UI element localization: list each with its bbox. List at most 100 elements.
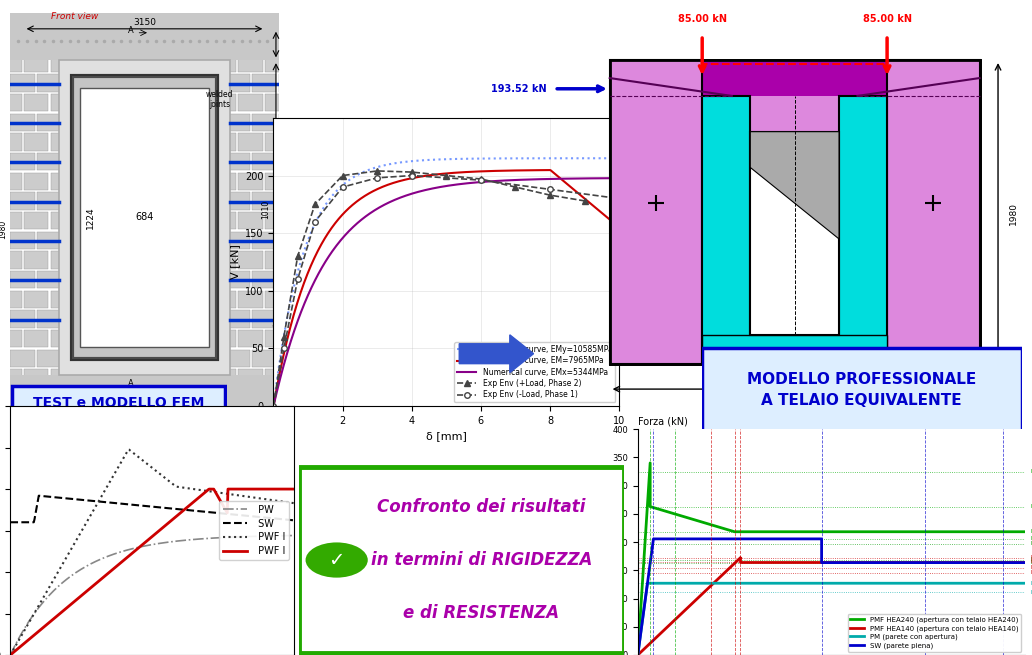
Numerical curve, EMy=10585MPa bbox=[454, 155, 466, 163]
Exp Env (+Load, Phase 2) bbox=[544, 191, 556, 199]
Bar bbox=[91, 153, 116, 170]
Bar bbox=[64, 114, 89, 131]
Bar bbox=[144, 193, 169, 210]
 PWF I bbox=[288, 499, 300, 507]
Bar bbox=[77, 134, 102, 151]
Line:  SW: SW bbox=[10, 496, 294, 522]
Bar bbox=[91, 114, 116, 131]
Bar bbox=[252, 310, 277, 328]
Text: welded
joints: welded joints bbox=[205, 90, 233, 109]
Circle shape bbox=[304, 541, 369, 579]
Bar bbox=[279, 350, 303, 367]
Bar bbox=[131, 55, 156, 72]
Bar bbox=[37, 310, 62, 328]
Bar bbox=[144, 232, 169, 249]
Bar bbox=[265, 330, 290, 347]
Bar bbox=[144, 35, 169, 52]
PM (parete con apertura) bbox=[641, 579, 653, 587]
Bar bbox=[131, 173, 156, 190]
 SW bbox=[212, 509, 224, 517]
 SW bbox=[209, 509, 222, 517]
Bar bbox=[212, 134, 236, 151]
Bar bbox=[839, 96, 888, 364]
Bar bbox=[0, 212, 22, 229]
Bar bbox=[64, 271, 89, 288]
Bar bbox=[10, 389, 35, 406]
PM (parete con apertura) bbox=[729, 579, 741, 587]
Numerical curve, EMx=5344MPa bbox=[613, 174, 625, 182]
Bar bbox=[252, 232, 277, 249]
Legend:  PW,  SW,  PWF I,  PWF I: PW, SW, PWF I, PWF I bbox=[219, 501, 289, 560]
Numerical curve, EMy=10585MPa bbox=[473, 155, 485, 162]
Bar bbox=[198, 271, 223, 288]
Line: SW (parete piena): SW (parete piena) bbox=[638, 539, 1025, 655]
Bar bbox=[64, 193, 89, 210]
Text: F.Slc = 218.17: F.Slc = 218.17 bbox=[1031, 529, 1032, 534]
 PW bbox=[208, 534, 221, 542]
Bar bbox=[91, 193, 116, 210]
Bar bbox=[158, 330, 183, 347]
Bar bbox=[131, 16, 156, 33]
Bar bbox=[212, 173, 236, 190]
SW (parete piena) bbox=[1019, 559, 1031, 567]
Bar bbox=[292, 94, 317, 111]
Bar bbox=[77, 330, 102, 347]
Bar bbox=[104, 369, 129, 386]
Bar bbox=[292, 55, 317, 72]
Bar bbox=[252, 389, 277, 406]
Bar bbox=[64, 389, 89, 406]
Text: 3150: 3150 bbox=[133, 18, 156, 28]
Exp Env (+Load, Phase 2) bbox=[475, 175, 487, 183]
Bar bbox=[51, 252, 75, 269]
Numerical curve, EMy=10585MPa bbox=[605, 155, 617, 162]
 SW bbox=[118, 500, 130, 508]
SW (parete piena) bbox=[647, 535, 659, 543]
Bar bbox=[104, 94, 129, 111]
Bar bbox=[238, 55, 263, 72]
Bar bbox=[37, 114, 62, 131]
Text: MODELLO PROFESSIONALE
A TELAIO EQUIVALENTE: MODELLO PROFESSIONALE A TELAIO EQUIVALEN… bbox=[747, 372, 976, 407]
Bar bbox=[72, 76, 217, 359]
Bar bbox=[10, 153, 35, 170]
Bar bbox=[64, 35, 89, 52]
Bar bbox=[131, 252, 156, 269]
Bar bbox=[118, 193, 142, 210]
Line: Numerical curve, EMx=5344MPa: Numerical curve, EMx=5344MPa bbox=[273, 178, 619, 406]
Bar bbox=[265, 173, 290, 190]
Y-axis label: Forza (kN): Forza (kN) bbox=[596, 517, 607, 567]
Bar bbox=[131, 212, 156, 229]
Bar bbox=[104, 173, 129, 190]
Bar bbox=[51, 212, 75, 229]
Text: Confronto dei risultati: Confronto dei risultati bbox=[377, 498, 585, 516]
Bar bbox=[37, 153, 62, 170]
Bar bbox=[225, 153, 250, 170]
Bar bbox=[265, 134, 290, 151]
Numerical curve, EM=7965MPa bbox=[473, 168, 485, 176]
Bar bbox=[198, 35, 223, 52]
Bar bbox=[51, 291, 75, 308]
Bar bbox=[888, 60, 979, 364]
Bar bbox=[0, 330, 22, 347]
Bar bbox=[238, 330, 263, 347]
Bar bbox=[77, 252, 102, 269]
Numerical curve, EM=7965MPa bbox=[544, 166, 556, 174]
Bar bbox=[265, 94, 290, 111]
Bar bbox=[252, 153, 277, 170]
Text: F.Sld = 145.54: F.Sld = 145.54 bbox=[1031, 571, 1032, 575]
Bar bbox=[225, 271, 250, 288]
Text: 684: 684 bbox=[135, 212, 154, 223]
Bar bbox=[91, 389, 116, 406]
Bar bbox=[0, 16, 22, 33]
Bar bbox=[279, 193, 303, 210]
SW (parete piena) bbox=[647, 535, 659, 543]
Bar bbox=[0, 94, 22, 111]
Exp Env (+Load, Phase 2) bbox=[578, 197, 590, 205]
Exp Env (+Load, Phase 2) bbox=[291, 252, 303, 260]
Text: F.Slc = 164.62: F.Slc = 164.62 bbox=[1031, 559, 1032, 565]
Bar bbox=[238, 173, 263, 190]
Text: 3150: 3150 bbox=[783, 403, 806, 413]
Exp Env (-Load, Phase 1) bbox=[544, 185, 556, 193]
Numerical curve, EMy=10585MPa bbox=[267, 402, 280, 410]
Bar bbox=[225, 389, 250, 406]
Numerical curve, EM=7965MPa bbox=[454, 168, 466, 176]
